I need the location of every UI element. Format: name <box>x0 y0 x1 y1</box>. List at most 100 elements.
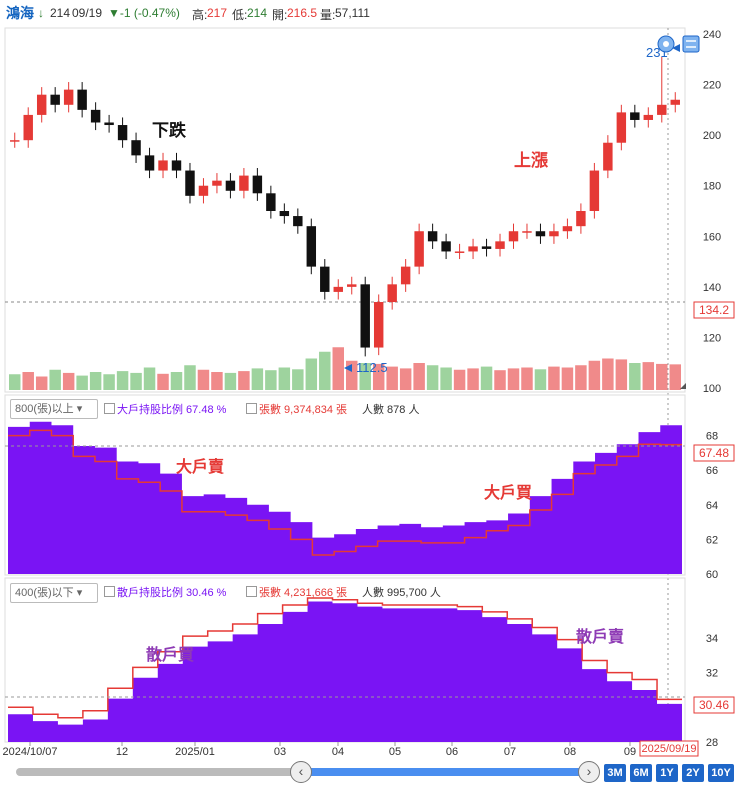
big-sheets-legend[interactable]: 張數 9,374,834 張 <box>246 401 347 417</box>
current-date: 2025/09/19 <box>641 743 696 755</box>
candle-body <box>320 266 330 292</box>
candle-body <box>454 251 465 253</box>
candle-body <box>117 125 128 141</box>
range-1y-button[interactable]: 1Y <box>656 764 678 782</box>
x-tick-label: 06 <box>446 746 458 758</box>
ref-value-box <box>693 301 735 319</box>
range-10y-button[interactable]: 10Y <box>708 764 734 782</box>
candle-body <box>252 175 263 194</box>
candle-body <box>360 284 370 348</box>
x-tick-label: 04 <box>332 746 344 758</box>
candle-body <box>171 160 182 171</box>
x-tick-label: 2024/10/07 <box>2 746 57 758</box>
volume-bar <box>602 358 614 390</box>
holding-tick-label: 68 <box>706 431 718 443</box>
small-ratio-legend[interactable]: 散戶持股比例 30.46 % <box>104 584 226 600</box>
volume-bar <box>319 351 331 390</box>
candle-body <box>333 286 343 292</box>
volume-bar <box>656 363 668 390</box>
range-navigator: ‹ › 3M 6M 1Y 2Y 10Y <box>0 760 740 787</box>
chevron-right-icon[interactable]: › <box>578 761 600 783</box>
small-y-axis: 34323028 <box>706 633 718 749</box>
volume-bar <box>9 374 21 390</box>
small-current: 30.46 <box>699 698 729 712</box>
small-threshold-dropdown[interactable]: 400(張)以下 ▾ <box>10 583 98 603</box>
candle-body <box>427 231 438 242</box>
candle-body <box>373 302 384 348</box>
small-sheets-text: 張數 4,231,666 張 <box>259 587 348 599</box>
checkbox-icon[interactable] <box>246 586 257 597</box>
volume-bar <box>211 372 223 390</box>
range-6m-button[interactable]: 6M <box>630 764 652 782</box>
low-marker-arrow-icon <box>344 364 352 372</box>
chevron-down-icon: ▾ <box>76 587 83 599</box>
price-tick-label: 140 <box>703 282 721 294</box>
chevron-left-icon[interactable]: ‹ <box>290 761 312 783</box>
navigator-selection[interactable] <box>300 768 588 776</box>
volume-bar <box>278 367 291 390</box>
price-tick-label: 160 <box>703 231 721 243</box>
open-value: 216.5 <box>287 6 318 20</box>
settings-icon[interactable] <box>682 35 700 53</box>
stock-name[interactable]: 鴻海 <box>6 5 34 21</box>
candle-body <box>576 211 586 227</box>
volume-bar <box>22 372 34 390</box>
volume-bar <box>548 366 560 390</box>
small-holder-line <box>8 597 682 719</box>
volume-bar <box>629 363 641 390</box>
volume-bar <box>426 365 439 390</box>
candle-body <box>414 231 424 267</box>
big-holder-line <box>8 429 682 556</box>
volume-bar <box>103 374 115 390</box>
candle-body <box>562 226 573 232</box>
corner-marker-icon <box>680 383 686 389</box>
price-tick-label: 180 <box>703 181 721 193</box>
volume-bar <box>642 362 655 390</box>
holding-tick-label: 66 <box>706 465 718 477</box>
candle-body <box>293 216 303 227</box>
x-axis: 2024/10/07 12 2025/01 03 04 05 06 07 08 09 <box>2 742 636 758</box>
small-sheets-legend[interactable]: 張數 4,231,666 張 <box>246 584 347 600</box>
holding-tick-label: 32 <box>706 668 718 680</box>
candle-body <box>23 114 33 141</box>
big-holder-panel: 68 66 64 62 60 67.48 大戶賣 大戶買 <box>4 394 735 581</box>
big-ratio-legend[interactable]: 大戶持股比例 67.48 % <box>104 401 226 417</box>
volume-bar <box>521 367 533 390</box>
range-3m-button[interactable]: 3M <box>604 764 626 782</box>
candle-body <box>535 231 546 237</box>
volume-bar <box>494 370 506 390</box>
price-tick-label: 240 <box>703 29 721 41</box>
volume-bar <box>62 372 75 390</box>
candlesticks <box>10 56 680 357</box>
x-tick-label: 05 <box>389 746 401 758</box>
candle-body <box>158 160 168 171</box>
volume-bar <box>480 366 493 390</box>
volume-bar <box>588 360 601 390</box>
checkbox-icon[interactable] <box>104 403 115 414</box>
volume-bar <box>130 372 142 390</box>
volume-bar <box>561 367 574 390</box>
checkbox-icon[interactable] <box>246 403 257 414</box>
volume-bar <box>143 367 156 390</box>
volume-bar <box>157 373 169 390</box>
high-label: 高: <box>192 8 208 22</box>
volume-bar <box>238 371 250 390</box>
big-threshold-dropdown[interactable]: 800(張)以上 ▾ <box>10 399 98 419</box>
range-2y-button[interactable]: 2Y <box>682 764 704 782</box>
x-tick-label: 08 <box>564 746 576 758</box>
volume-bar <box>440 367 452 390</box>
candle-body <box>131 140 141 156</box>
candle-body <box>657 104 667 115</box>
volume-bar <box>467 368 479 390</box>
candle-body <box>36 94 47 115</box>
checkbox-icon[interactable] <box>104 586 115 597</box>
candle-body <box>144 155 155 171</box>
candle-body <box>239 175 249 191</box>
price-tick-label: 120 <box>703 332 721 344</box>
candle-body <box>10 140 20 142</box>
big-current-box <box>693 444 735 462</box>
volume-bar <box>372 363 385 390</box>
big-holder-area <box>8 421 682 574</box>
